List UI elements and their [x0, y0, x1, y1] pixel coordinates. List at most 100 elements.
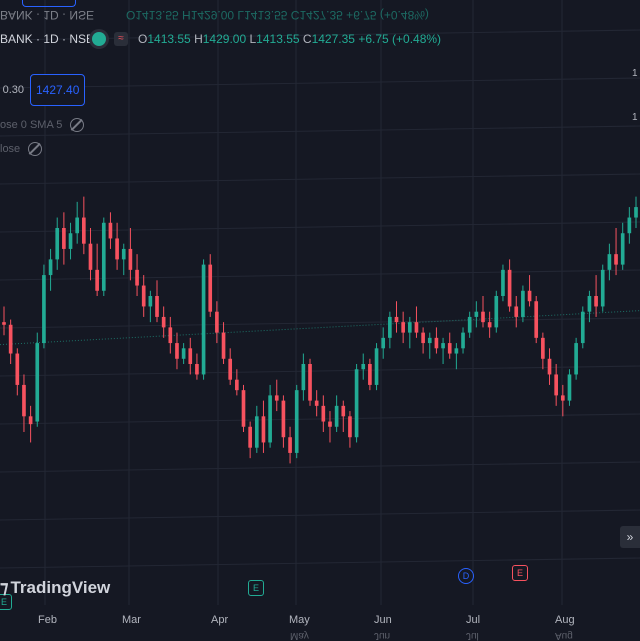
close-key: C [302, 32, 312, 46]
mirrored-ohlc: O1413.55 H1429.00 L1413.55 C1427.35 +6.7… [126, 8, 429, 22]
candle-body [241, 390, 246, 427]
candle-body [321, 405, 326, 422]
candle-body [28, 416, 33, 425]
candle-body [354, 369, 359, 438]
candle-body [394, 316, 399, 323]
candle-body [607, 254, 612, 270]
indicator-close[interactable]: lose [0, 142, 43, 156]
candle-body [334, 405, 339, 427]
candle-body [22, 384, 26, 417]
grid-line-h [0, 317, 640, 329]
candle-body [274, 395, 279, 401]
candle-body [128, 248, 133, 270]
candle-body [121, 248, 126, 260]
candle-body [135, 269, 139, 286]
candle-body [567, 374, 572, 401]
candle-body [268, 395, 272, 443]
eye-off-icon[interactable] [28, 142, 43, 156]
tradingview-logo-icon: ⁊ [0, 578, 9, 597]
candle-body [281, 400, 286, 438]
indicator-label-close: lose [0, 143, 21, 155]
candle-body [554, 374, 558, 396]
grid-line-h [0, 461, 640, 473]
last-price-line [0, 310, 640, 346]
candle-body [2, 322, 6, 325]
candle-body [201, 264, 206, 375]
top-buy-box-edge[interactable] [22, 0, 76, 7]
candle-body [614, 254, 618, 265]
candle-body [368, 364, 372, 385]
trade-panel: 0.30 1427.40 [0, 74, 86, 106]
grid-line-h [0, 29, 640, 41]
grid-line-h [0, 125, 640, 137]
candle-body [95, 269, 99, 291]
candle-body [580, 311, 585, 344]
time-axis-label: Apr [211, 614, 229, 626]
time-axis-label: Jul [466, 614, 481, 626]
mirrored-symbol: BANK · 1D · NSE [0, 8, 95, 22]
candle-body [348, 416, 352, 438]
candle-body [487, 322, 492, 328]
candle-body [461, 332, 465, 349]
hide-icon[interactable]: ≈ [114, 32, 128, 46]
candle-body [388, 316, 392, 338]
candle-body [494, 296, 499, 328]
candle-body [235, 379, 239, 391]
candle-body [228, 358, 233, 380]
candle-body [35, 343, 40, 422]
candle-body [620, 233, 625, 265]
candle-body [62, 228, 66, 249]
candle-body [42, 275, 46, 344]
candle-body [15, 353, 20, 385]
candle-body [521, 290, 525, 317]
time-axis-label: May [289, 614, 310, 626]
candle-body [148, 296, 153, 307]
candle-body [441, 343, 445, 349]
candle-body [534, 301, 539, 338]
symbol-legend: BANK · 1D · NSE ≈ O1413.55 H1429.00 L141… [0, 30, 441, 48]
eye-icon[interactable] [92, 32, 106, 46]
candle-body [421, 332, 425, 344]
candle-body [407, 322, 412, 333]
candle-body [288, 437, 292, 453]
candle-body [361, 364, 366, 370]
candle-body [181, 348, 186, 359]
spread-value: 0.30 [2, 84, 24, 96]
buy-button[interactable]: 1427.40 [30, 74, 86, 106]
candle-body [594, 296, 598, 307]
indicator-sma[interactable]: ose 0 SMA 5 [0, 118, 85, 132]
earnings-event-icon[interactable]: E [512, 565, 528, 581]
candle-body [108, 222, 113, 239]
candle-body [141, 285, 146, 307]
eye-off-icon[interactable] [70, 118, 85, 132]
grid-line-h [0, 509, 640, 521]
earnings-event-icon[interactable]: E [0, 594, 12, 610]
candle-body [414, 322, 419, 333]
candle-body [82, 217, 86, 244]
candle-body [381, 337, 386, 349]
candle-body [221, 332, 226, 359]
candle-body [514, 306, 519, 317]
tradingview-logo[interactable]: ⁊ TradingView [0, 578, 110, 598]
candle-body [161, 316, 166, 328]
candle-body [254, 416, 259, 448]
candle-body [328, 421, 332, 427]
mirrored-axis-label: May [290, 630, 309, 641]
dividend-event-icon[interactable]: D [458, 568, 474, 584]
candle-body [195, 364, 199, 375]
scroll-to-realtime-button[interactable]: » [620, 526, 640, 548]
candle-body [301, 364, 306, 391]
candle-body [501, 269, 505, 296]
candle-body [261, 416, 266, 443]
grid-line-h [0, 77, 640, 89]
symbol-name[interactable]: BANK · 1D · NSE [0, 32, 95, 46]
open-value: 1413.55 [147, 32, 191, 46]
candle-body [215, 311, 219, 333]
candle-body [547, 358, 552, 375]
high-key: H [194, 32, 203, 46]
candle-body [454, 348, 459, 354]
candle-body [75, 217, 80, 234]
earnings-event-icon[interactable]: E [248, 580, 264, 596]
candle-body [308, 364, 312, 401]
